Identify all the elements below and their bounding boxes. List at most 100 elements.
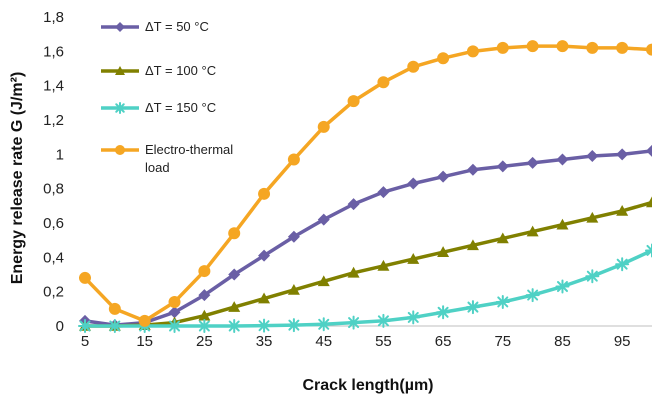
series-2 xyxy=(79,196,652,331)
data-point xyxy=(407,60,420,73)
data-point xyxy=(377,76,390,89)
x-tick-label: 75 xyxy=(494,333,511,350)
data-point xyxy=(168,306,181,319)
data-point xyxy=(437,246,450,257)
data-point xyxy=(228,227,241,240)
data-point xyxy=(168,295,181,308)
x-tick-label: 35 xyxy=(256,333,273,350)
data-point xyxy=(287,230,300,243)
legend-item: Electro-thermal load xyxy=(101,142,233,175)
data-point xyxy=(496,160,509,173)
data-point xyxy=(646,196,652,208)
series-4 xyxy=(79,40,652,327)
data-point xyxy=(287,153,300,166)
data-point xyxy=(258,249,271,262)
data-point xyxy=(376,313,391,328)
data-point xyxy=(616,148,629,161)
legend-marker xyxy=(115,145,125,155)
data-point xyxy=(616,204,629,216)
data-point xyxy=(108,302,121,315)
legend-marker xyxy=(115,22,125,32)
data-point xyxy=(347,266,360,278)
x-tick-label: 95 xyxy=(614,333,631,350)
data-point xyxy=(79,271,91,284)
data-point xyxy=(198,289,211,302)
y-tick-label: 0 xyxy=(56,318,64,335)
data-point xyxy=(316,317,331,332)
data-point xyxy=(317,120,330,133)
data-point xyxy=(496,232,509,244)
data-point xyxy=(198,309,211,321)
x-tick-label: 85 xyxy=(554,333,571,350)
data-point xyxy=(407,177,420,190)
legend-label: ΔT = 50 °C xyxy=(145,19,209,34)
series-line xyxy=(83,44,652,323)
legend-label: Electro-thermal load xyxy=(145,142,233,175)
data-point xyxy=(526,225,539,237)
data-point xyxy=(347,95,360,108)
data-point xyxy=(258,292,271,304)
y-tick-label: 1,2 xyxy=(43,112,64,129)
data-point xyxy=(227,319,242,333)
data-point xyxy=(646,43,652,56)
data-point xyxy=(586,211,599,223)
data-point xyxy=(646,144,652,157)
data-point xyxy=(556,153,569,166)
data-point xyxy=(526,156,539,169)
data-point xyxy=(437,52,450,65)
data-point xyxy=(286,318,301,333)
legend-marker xyxy=(115,66,125,75)
x-tick-label: 65 xyxy=(435,333,452,350)
data-point xyxy=(525,288,540,303)
legend: ΔT = 50 °C ΔT = 100 °C ΔT = 150 °C Electro-… xyxy=(101,19,233,175)
legend-item: ΔT = 50 °C xyxy=(101,19,209,34)
data-point xyxy=(466,45,479,58)
x-tick-label: 45 xyxy=(315,333,332,350)
y-tick-label: 1,4 xyxy=(43,78,64,95)
data-point xyxy=(287,283,300,295)
data-point xyxy=(495,294,510,309)
data-point xyxy=(496,41,509,54)
data-point xyxy=(197,319,212,333)
data-point xyxy=(586,41,599,54)
x-tick-label: 55 xyxy=(375,333,392,350)
data-point xyxy=(257,318,272,333)
legend-marker xyxy=(114,102,126,114)
legend-label: ΔT = 150 °C xyxy=(145,100,216,115)
y-tick-label: 1,8 xyxy=(43,9,64,26)
data-point xyxy=(556,218,569,230)
y-tick-label: 1,6 xyxy=(43,43,64,60)
data-point xyxy=(526,40,539,53)
data-point xyxy=(258,187,271,200)
legend-item: ΔT = 100 °C xyxy=(101,63,216,78)
y-axis-title: Energy release rate G (J/m²) xyxy=(9,72,26,285)
data-point xyxy=(556,40,569,53)
x-axis-tick-labels: 5 15 25 35 45 55 65 75 85 95 xyxy=(81,333,631,350)
x-tick-label: 25 xyxy=(196,333,213,350)
data-point xyxy=(317,213,330,226)
data-point xyxy=(346,315,361,330)
data-point xyxy=(466,163,479,176)
data-point xyxy=(465,300,480,315)
data-point xyxy=(645,243,652,258)
data-point xyxy=(78,319,92,333)
x-axis-title: Crack length(µm) xyxy=(302,377,433,394)
x-tick-label: 15 xyxy=(136,333,153,350)
data-point xyxy=(437,170,450,183)
legend-label: ΔT = 100 °C xyxy=(145,63,216,78)
series-3 xyxy=(78,243,652,333)
data-point xyxy=(407,253,420,264)
y-axis-tick-labels: 0 0,2 0,4 0,6 0,8 1 1,2 1,4 1,6 1,8 xyxy=(43,9,64,335)
data-point xyxy=(616,41,629,54)
y-tick-label: 0,8 xyxy=(43,181,64,198)
legend-item: ΔT = 150 °C xyxy=(101,100,216,115)
data-point xyxy=(347,198,360,211)
data-point xyxy=(228,268,241,281)
x-tick-label: 5 xyxy=(81,333,89,350)
series-line xyxy=(85,200,652,328)
y-tick-label: 0,4 xyxy=(43,249,64,266)
data-point xyxy=(317,275,330,287)
data-point xyxy=(555,279,570,294)
data-point xyxy=(406,310,421,325)
